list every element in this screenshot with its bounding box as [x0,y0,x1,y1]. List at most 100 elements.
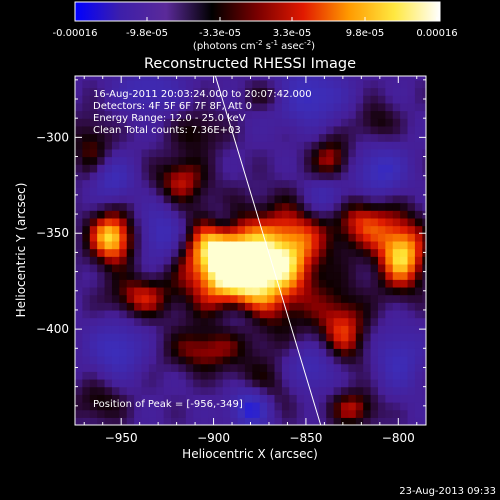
heatmap-cell [75,240,83,250]
heatmap-cell [134,87,143,96]
heatmap-cell [215,309,224,319]
heatmap-cell [267,363,276,372]
heatmap-cell [156,156,165,165]
heatmap-cell [156,340,165,349]
heatmap-cell [355,401,364,411]
heatmap-cell [407,76,416,81]
heatmap-cell [148,355,157,365]
heatmap-cell [407,378,416,388]
heatmap-cell [259,417,268,425]
heatmap-cell [289,79,298,89]
heatmap-cell [326,355,335,365]
heatmap-cell [355,332,364,342]
heatmap-cell [341,294,350,303]
heatmap-cell [119,386,128,395]
heatmap-cell [126,118,135,127]
heatmap-cell [119,378,128,388]
heatmap-cell [237,179,246,188]
heatmap-cell [89,156,98,165]
heatmap-cell [414,102,423,112]
heatmap-cell [156,217,165,227]
heatmap-cell [267,317,276,326]
heatmap-cell [141,309,150,319]
heatmap-cell [230,394,239,403]
heatmap-cell [237,394,246,403]
heatmap-cell [193,417,202,425]
heatmap-cell [259,156,268,165]
heatmap-cell [422,164,426,173]
heatmap-cell [392,340,401,349]
heatmap-cell [259,179,268,188]
heatmap-cell [385,263,394,273]
heatmap-cell [311,210,320,219]
heatmap-cell [355,371,364,380]
heatmap-cell [193,125,202,135]
heatmap-cell [193,325,202,334]
heatmap-cell [97,95,106,104]
heatmap-cell [370,317,379,326]
heatmap-cell [208,348,216,357]
heatmap-cell [208,417,216,425]
heatmap-cell [318,317,327,326]
heatmap-cell [259,348,268,357]
heatmap-cell [141,76,150,81]
heatmap-cell [392,217,401,227]
heatmap-cell [208,256,216,265]
heatmap-cell [141,148,150,158]
heatmap-cell [407,309,416,319]
heatmap-cell [111,271,120,280]
heatmap-cell [326,348,335,357]
heatmap-cell [289,394,298,403]
heatmap-cell [267,263,276,273]
heatmap-cell [230,363,239,372]
heatmap-cell [215,248,224,257]
heatmap-cell [363,148,372,158]
heatmap-cell [200,240,209,250]
heatmap-cell [341,279,350,288]
heatmap-cell [407,233,416,242]
heatmap-cell [355,76,364,81]
heatmap-cell [370,263,379,273]
heatmap-cell [377,409,386,418]
heatmap-cell [193,225,202,234]
heatmap-cell [89,179,98,188]
heatmap-cell [134,110,143,119]
heatmap-cell [237,87,246,96]
heatmap-cell [392,102,401,112]
heatmap-cell [355,355,364,365]
heatmap-cell [355,125,364,135]
heatmap-cell [82,394,91,403]
heatmap-cell [208,87,216,96]
heatmap-cell [400,309,409,319]
heatmap-cell [141,286,150,296]
heatmap-cell [296,110,305,119]
heatmap-cell [400,125,409,135]
heatmap-cell [230,156,239,165]
heatmap-cell [148,171,157,181]
heatmap-cell [400,340,409,349]
heatmap-cell [326,340,335,349]
heatmap-cell [237,133,246,142]
heatmap-cell [289,378,298,388]
heatmap-cell [400,95,409,104]
heatmap-cell [148,233,157,242]
heatmap-cell [163,348,172,357]
heatmap-cell [333,156,342,165]
heatmap-cell [104,332,113,342]
heatmap-cell [163,394,172,403]
heatmap-cell [267,76,276,81]
heatmap-cell [134,378,143,388]
heatmap-cell [385,417,394,425]
heatmap-cell [237,125,246,135]
heatmap-cell [252,102,261,112]
heatmap-cell [178,210,187,219]
heatmap-cell [89,233,98,242]
heatmap-cell [163,148,172,158]
heatmap-cell [156,371,165,380]
heatmap-cell [370,110,379,119]
heatmap-cell [355,386,364,395]
heatmap-cell [407,371,416,380]
heatmap-cell [156,401,165,411]
heatmap-cell [252,386,261,395]
heatmap-cell [311,79,320,89]
